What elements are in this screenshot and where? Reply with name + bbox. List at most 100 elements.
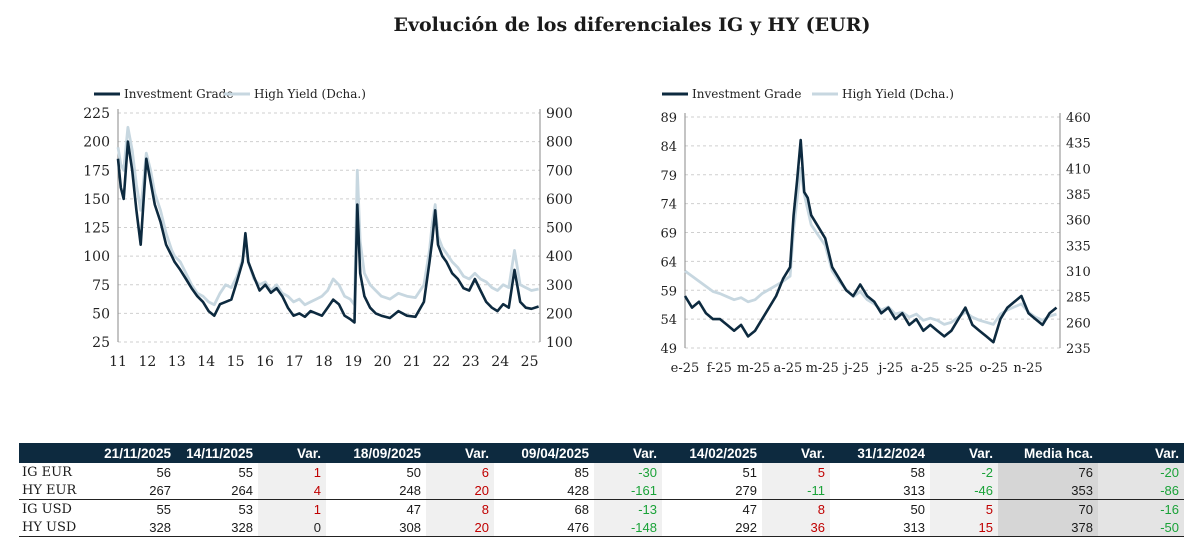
y-left-tick-label: 25 xyxy=(92,335,110,351)
y-right-tick-label: 200 xyxy=(546,306,573,322)
variation-cell: -148 xyxy=(594,518,662,537)
variation-cell: -86 xyxy=(1098,481,1184,500)
variation-cell: 36 xyxy=(762,518,830,537)
variation-cell: -16 xyxy=(1098,499,1184,518)
x-tick-label: 17 xyxy=(285,354,303,370)
y-right-tick-label: 335 xyxy=(1066,239,1091,254)
value-cell: 53 xyxy=(176,499,258,518)
x-tick-label: 18 xyxy=(315,354,333,370)
variation-cell: -46 xyxy=(930,481,998,500)
x-tick-label: 16 xyxy=(256,354,274,370)
x-tick-label: 12 xyxy=(138,354,156,370)
table-header-cell: Var. xyxy=(258,443,326,463)
value-cell: 58 xyxy=(910,464,925,480)
y-right-tick-label: 310 xyxy=(1066,265,1091,280)
series-line-investment-grade xyxy=(116,140,540,324)
x-tick-label: s-25 xyxy=(946,361,974,376)
variation-cell: -50 xyxy=(1098,518,1184,537)
table-header-cell: Media hca. xyxy=(998,443,1098,463)
value-cell: 313 xyxy=(830,518,930,537)
legend-label: High Yield (Dcha.) xyxy=(254,87,366,101)
table-header-cell: Var. xyxy=(762,443,830,463)
x-tick-label: 24 xyxy=(491,354,509,370)
y-left-tick-label: 64 xyxy=(660,255,677,270)
chart-ig-hy-2025: 89 84 79 74 69 64 59 54 49 460 435 410 385 360 335 310 2… xyxy=(660,87,1091,376)
value-cell: 51 xyxy=(742,464,757,480)
value-cell: 56 xyxy=(156,464,171,480)
y-left-tick-label: 89 xyxy=(660,111,677,126)
table-header-cell: 09/04/2025 xyxy=(494,443,594,463)
value-cell: 328 xyxy=(176,518,258,537)
variation-cell: 20 xyxy=(426,518,494,537)
table-header-cell: Var. xyxy=(1098,443,1184,463)
x-tick-label: o-25 xyxy=(979,361,1008,376)
value-cell: 50 xyxy=(830,499,930,518)
y-left-tick-label: 150 xyxy=(83,192,110,208)
value-cell: 279 xyxy=(735,482,757,498)
value-cell: 55 xyxy=(94,499,176,518)
y-right-tick-label: 800 xyxy=(546,135,573,151)
variation-cell: -30 xyxy=(594,463,662,481)
value-cell: 47 xyxy=(326,499,426,518)
value-cell: 47 xyxy=(662,499,762,518)
y-left-tick-label: 100 xyxy=(83,249,110,265)
y-left-tick-label: 69 xyxy=(660,227,677,242)
value-cell: 428 xyxy=(567,482,589,498)
table-header-cell: Var. xyxy=(426,443,494,463)
table-row: IG EUR 56 55 1 50 6 85 -30 51 5 58 -2 76 -20 xyxy=(19,463,1184,481)
y-right-tick-label: 435 xyxy=(1066,137,1091,152)
table-header-cell: Var. xyxy=(594,443,662,463)
y-left-tick-label: 225 xyxy=(83,106,110,122)
x-tick-label: 21 xyxy=(403,354,421,370)
y-right-tick-label: 900 xyxy=(546,106,573,122)
y-left-tick-label: 50 xyxy=(92,306,110,322)
y-right-tick-label: 410 xyxy=(1066,162,1091,177)
value-cell: 378 xyxy=(998,518,1098,537)
legend-label: Investment Grade xyxy=(124,87,233,101)
value-cell: 313 xyxy=(903,482,925,498)
legend-label: Investment Grade xyxy=(692,87,801,101)
variation-cell: 4 xyxy=(258,481,326,500)
table-header-cell: 18/09/2025 xyxy=(326,443,426,463)
x-tick-label: 23 xyxy=(462,354,480,370)
x-tick-label: j-25 xyxy=(876,361,903,376)
legend-label: High Yield (Dcha.) xyxy=(842,87,954,101)
y-left-tick-label: 79 xyxy=(660,169,677,184)
y-right-tick-label: 400 xyxy=(546,249,573,265)
x-tick-label: m-25 xyxy=(737,361,770,376)
x-tick-label: 22 xyxy=(432,354,450,370)
variation-cell: 20 xyxy=(426,481,494,500)
variation-cell: 6 xyxy=(426,463,494,481)
x-tick-label: 13 xyxy=(168,354,186,370)
series-line-high-yield xyxy=(684,166,1057,326)
y-right-tick-label: 260 xyxy=(1066,316,1091,331)
row-label: IG USD xyxy=(19,499,94,518)
y-left-tick-label: 49 xyxy=(660,342,677,357)
value-cell: 476 xyxy=(494,518,594,537)
table-header-cell: 14/11/2025 xyxy=(176,443,258,463)
value-cell: 292 xyxy=(662,518,762,537)
chart-ig-hy-historical: 225 200 175 150 125 100 75 50 25 900 800 700 600 500 4… xyxy=(83,87,573,370)
value-cell: 328 xyxy=(94,518,176,537)
x-tick-label: 19 xyxy=(344,354,362,370)
y-left-tick-label: 75 xyxy=(92,278,110,294)
value-cell: 85 xyxy=(574,464,589,480)
value-cell: 76 xyxy=(998,463,1098,481)
y-right-tick-label: 235 xyxy=(1066,342,1091,357)
row-label: HY USD xyxy=(19,518,94,537)
table-header-cell: 31/12/2024 xyxy=(830,443,930,463)
y-left-tick-label: 54 xyxy=(660,313,677,328)
value-cell: 50 xyxy=(406,464,421,480)
variation-cell: 8 xyxy=(762,499,830,518)
page-title: Evolución de los diferenciales IG y HY (… xyxy=(393,14,871,36)
x-tick-label: 25 xyxy=(521,354,539,370)
x-tick-label: f-25 xyxy=(707,361,732,376)
y-left-tick-label: 125 xyxy=(83,221,110,237)
y-right-tick-label: 100 xyxy=(546,335,573,351)
variation-cell: 1 xyxy=(258,499,326,518)
spreads-table: 21/11/2025 14/11/2025 Var. 18/09/2025 Var. 09… xyxy=(19,443,1184,537)
y-right-tick-label: 460 xyxy=(1066,111,1091,126)
x-tick-label: 11 xyxy=(109,354,127,370)
x-tick-label: j-25 xyxy=(842,361,869,376)
x-tick-label: 15 xyxy=(227,354,245,370)
